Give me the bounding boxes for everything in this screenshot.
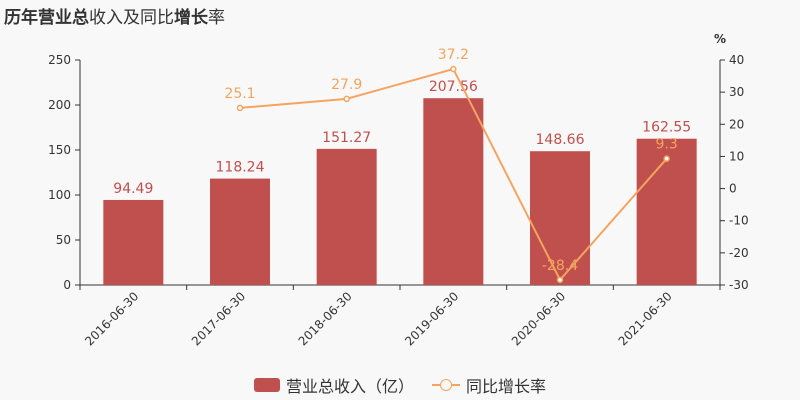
right-tick-label: -30 (729, 278, 749, 292)
revenue-bar-label: 151.27 (322, 130, 371, 146)
revenue-bar (636, 138, 697, 285)
left-tick-label: 50 (56, 233, 71, 247)
growth-rate-label: 25.1 (224, 86, 255, 102)
right-axis-unit: % (714, 32, 726, 46)
right-tick-label: 10 (729, 149, 744, 163)
legend-item-revenue[interactable]: 营业总收入（亿） (253, 373, 414, 397)
title-part-1: 历年 (4, 8, 38, 28)
legend-label-revenue: 营业总收入（亿） (285, 377, 414, 396)
title-part-5: 率 (208, 8, 225, 28)
revenue-bar-label: 118.24 (216, 160, 265, 176)
growth-rate-label: 27.9 (331, 77, 362, 93)
revenue-bar (423, 98, 484, 285)
growth-rate-point (343, 95, 350, 103)
left-tick-label: 150 (48, 143, 71, 157)
left-tick-label: 0 (63, 278, 71, 292)
growth-rate-label: 9.3 (656, 137, 678, 153)
right-tick-label: 40 (729, 53, 744, 67)
chart-title: 历年营业总收入及同比增长率 (4, 3, 225, 28)
x-category-label: 2020-06-30 (509, 289, 568, 348)
growth-rate-point (236, 104, 244, 112)
x-category-label: 2017-06-30 (189, 289, 248, 348)
x-category-label: 2018-06-30 (296, 289, 355, 348)
title-part-4: 增长 (174, 8, 208, 28)
legend-line-swatch (432, 378, 460, 392)
x-category-label: 2021-06-30 (616, 289, 675, 348)
growth-rate-point (556, 276, 564, 284)
right-tick-label: -10 (729, 214, 749, 228)
legend-item-growth[interactable]: 同比增长率 (432, 373, 546, 397)
left-tick-label: 100 (48, 188, 71, 202)
left-tick-label: 250 (48, 53, 71, 67)
revenue-bar-label: 162.55 (642, 120, 691, 136)
title-part-2: 营业总 (38, 8, 89, 28)
growth-rate-label: -28.4 (542, 258, 578, 274)
right-tick-label: -20 (729, 246, 749, 260)
x-category-label: 2019-06-30 (402, 289, 461, 348)
right-tick-label: 30 (729, 85, 744, 99)
growth-rate-point (663, 155, 670, 162)
revenue-bar (210, 178, 270, 285)
revenue-bar (530, 151, 590, 285)
revenue-bar-label: 148.66 (536, 132, 585, 148)
growth-rate-point (450, 65, 457, 73)
revenue-bar (316, 148, 377, 285)
x-category-label: 2016-06-30 (82, 289, 141, 348)
right-tick-label: 0 (729, 182, 737, 196)
revenue-bar-label: 207.56 (429, 79, 478, 95)
legend-label-growth: 同比增长率 (466, 377, 547, 396)
revenue-bar-label: 94.49 (113, 181, 153, 197)
left-tick-label: 200 (48, 98, 71, 112)
revenue-bar (103, 199, 164, 285)
title-part-3: 收入及同比 (89, 8, 174, 28)
growth-rate-label: 37.2 (438, 47, 469, 63)
legend: 营业总收入（亿） 同比增长率 (0, 374, 800, 396)
right-tick-label: 20 (729, 117, 744, 131)
legend-bar-swatch (253, 378, 280, 392)
